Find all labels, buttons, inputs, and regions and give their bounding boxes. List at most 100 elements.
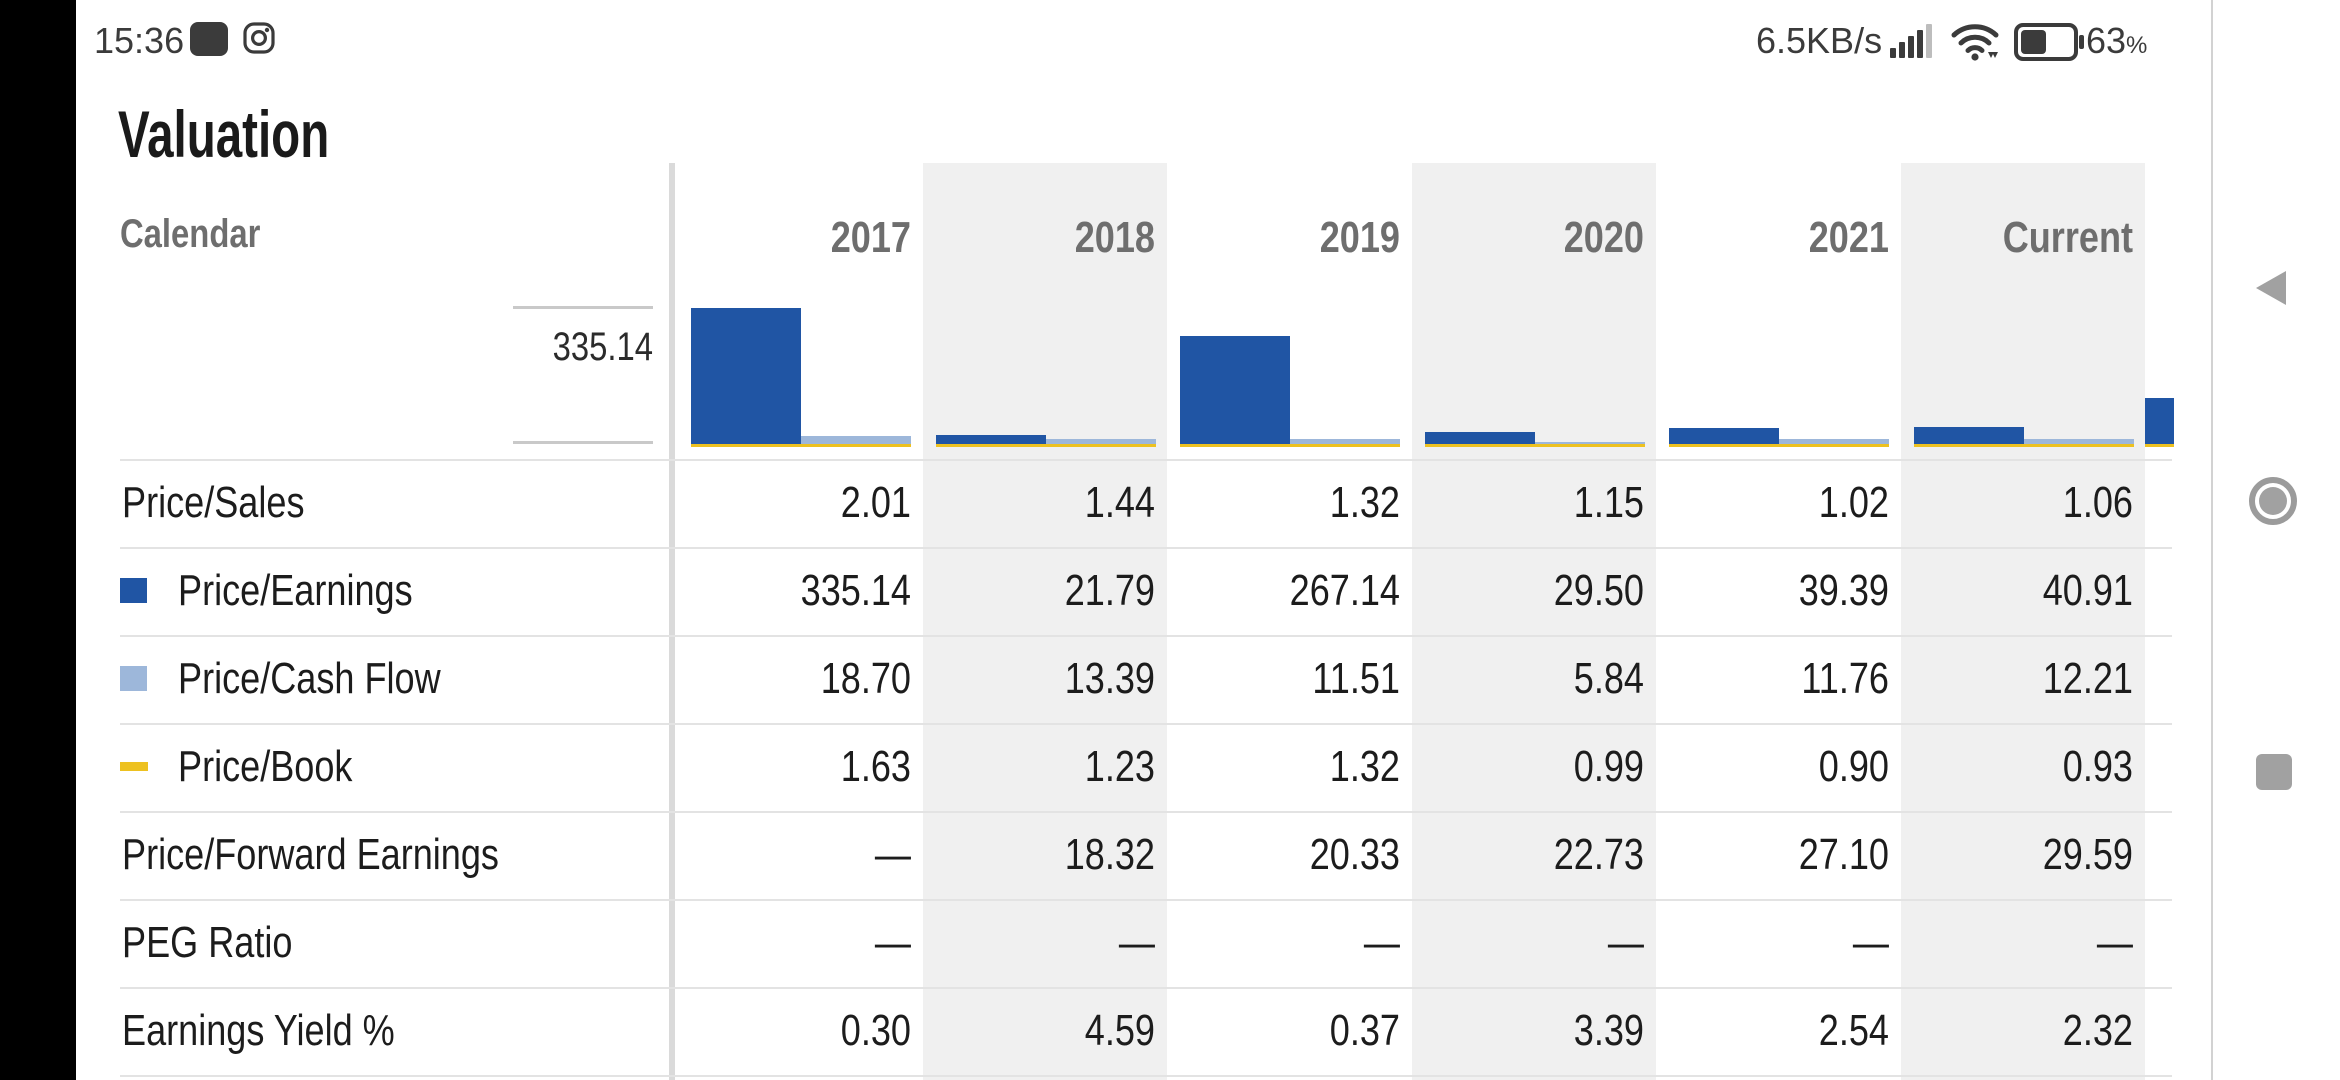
notification-app-icon bbox=[190, 22, 228, 56]
price-book-line-2020 bbox=[1424, 442, 1645, 447]
column-header-2018: 2018 bbox=[1074, 213, 1155, 262]
cell-peg-ratio-2017: — bbox=[874, 918, 911, 967]
column-header-2019: 2019 bbox=[1319, 213, 1400, 262]
cell-price-sales-2021: 1.02 bbox=[1818, 478, 1889, 527]
cell-price-earnings-2017: 335.14 bbox=[800, 566, 911, 615]
battery-icon bbox=[2014, 23, 2084, 61]
cell-price-book-current: 0.93 bbox=[2062, 742, 2133, 791]
cell-price-cash-flow-2019: 11.51 bbox=[1311, 654, 1400, 703]
price-cash-flow-bar-2021 bbox=[1779, 439, 1889, 444]
cell-price-cash-flow-current: 12.21 bbox=[2042, 654, 2133, 703]
cell-price-earnings-2020: 29.50 bbox=[1553, 566, 1644, 615]
column-header-2017: 2017 bbox=[830, 213, 911, 262]
row-label-price-sales: Price/Sales bbox=[122, 478, 305, 527]
price-earnings-bar-2017 bbox=[691, 308, 801, 444]
price-book-line-2021 bbox=[1669, 442, 1889, 447]
cell-price-book-2021: 0.90 bbox=[1818, 742, 1889, 791]
row-separator bbox=[120, 547, 2172, 549]
row-separator bbox=[120, 811, 2172, 813]
column-stripe-current bbox=[1900, 163, 2145, 1080]
price-earnings-bar-2019 bbox=[1180, 336, 1290, 444]
cell-peg-ratio-current: — bbox=[2096, 918, 2133, 967]
row-label-price-cash-flow: Price/Cash Flow bbox=[178, 654, 441, 703]
row-separator bbox=[120, 1075, 2172, 1077]
status-time: 15:36 bbox=[94, 20, 185, 61]
row-separator bbox=[120, 723, 2172, 725]
cell-price-sales-2019: 1.32 bbox=[1329, 478, 1400, 527]
cell-price-cash-flow-2020: 5.84 bbox=[1573, 654, 1644, 703]
chart-max-tick-line bbox=[513, 306, 653, 309]
cell-earnings-yield-2019: 0.37 bbox=[1329, 1006, 1400, 1055]
row-label-earnings-yield: Earnings Yield % bbox=[122, 1006, 395, 1055]
cell-price-sales-2017: 2.01 bbox=[840, 478, 911, 527]
cell-peg-ratio-2019: — bbox=[1363, 918, 1400, 967]
cell-earnings-yield-2018: 4.59 bbox=[1084, 1006, 1155, 1055]
page-title: Valuation bbox=[118, 97, 330, 171]
battery-percent: 63% bbox=[2086, 20, 2148, 61]
cell-price-forward-earnings-2020: 22.73 bbox=[1553, 830, 1644, 879]
column-stripe-2018 bbox=[922, 163, 1167, 1080]
home-button-dot bbox=[2259, 487, 2287, 515]
cell-earnings-yield-2020: 3.39 bbox=[1573, 1006, 1644, 1055]
cell-peg-ratio-2021: — bbox=[1852, 918, 1889, 967]
cell-price-forward-earnings-2018: 18.32 bbox=[1064, 830, 1155, 879]
cell-price-earnings-2021: 39.39 bbox=[1798, 566, 1889, 615]
row-separator bbox=[120, 987, 2172, 989]
network-speed-indicator: 6.5KB/s bbox=[1756, 20, 1883, 61]
home-button[interactable] bbox=[2249, 477, 2297, 525]
cell-price-cash-flow-2018: 13.39 bbox=[1064, 654, 1155, 703]
column-header-2021: 2021 bbox=[1808, 213, 1889, 262]
next-chart-partial-bar bbox=[2145, 398, 2174, 444]
chart-y-axis-max-label: 335.14 bbox=[552, 325, 653, 369]
cell-peg-ratio-2020: — bbox=[1607, 918, 1644, 967]
wifi-icon bbox=[1950, 20, 2002, 67]
cell-price-book-2017: 1.63 bbox=[840, 742, 911, 791]
row-separator bbox=[120, 899, 2172, 901]
recents-button[interactable] bbox=[2256, 754, 2292, 790]
price-earnings-bar-2018 bbox=[935, 435, 1046, 444]
price-book-line-2018 bbox=[935, 442, 1156, 447]
price-cash-flow-bar-2017 bbox=[801, 436, 911, 444]
cell-price-earnings-current: 40.91 bbox=[2042, 566, 2133, 615]
cell-price-cash-flow-2017: 18.70 bbox=[820, 654, 911, 703]
price-book-line-2019 bbox=[1180, 442, 1400, 447]
instagram-notification-icon bbox=[243, 22, 275, 59]
cell-price-forward-earnings-2017: — bbox=[874, 830, 911, 879]
price-book-line-current bbox=[1913, 442, 2134, 447]
price-cash-flow-bar-2019 bbox=[1290, 439, 1400, 444]
cell-price-forward-earnings-current: 29.59 bbox=[2042, 830, 2133, 879]
cell-price-sales-2018: 1.44 bbox=[1084, 478, 1155, 527]
row-label-price-earnings: Price/Earnings bbox=[178, 566, 413, 615]
legend-price-earnings-icon bbox=[120, 578, 147, 603]
row-label-price-forward-earnings: Price/Forward Earnings bbox=[122, 830, 499, 879]
cell-price-earnings-2019: 267.14 bbox=[1289, 566, 1400, 615]
chart-baseline-tick-line bbox=[513, 441, 653, 444]
table-corner-label: Calendar bbox=[120, 212, 261, 256]
row-separator bbox=[120, 459, 2172, 461]
back-button[interactable] bbox=[2256, 271, 2286, 305]
cell-price-forward-earnings-2019: 20.33 bbox=[1309, 830, 1400, 879]
cell-price-cash-flow-2021: 11.76 bbox=[1800, 654, 1889, 703]
price-cash-flow-bar-current bbox=[2023, 439, 2134, 444]
cell-price-sales-2020: 1.15 bbox=[1573, 478, 1644, 527]
row-label-peg-ratio: PEG Ratio bbox=[122, 918, 293, 967]
cell-price-book-2019: 1.32 bbox=[1329, 742, 1400, 791]
column-stripe-2020 bbox=[1411, 163, 1656, 1080]
price-earnings-bar-2021 bbox=[1669, 428, 1779, 444]
price-cash-flow-bar-2018 bbox=[1045, 439, 1156, 444]
battery-nub bbox=[2079, 35, 2084, 49]
next-chart-partial-price-book-line bbox=[2145, 442, 2174, 447]
cell-earnings-yield-2017: 0.30 bbox=[840, 1006, 911, 1055]
cell-peg-ratio-2018: — bbox=[1118, 918, 1155, 967]
row-label-price-book: Price/Book bbox=[178, 742, 353, 791]
battery-fill bbox=[2021, 30, 2046, 54]
cell-price-forward-earnings-2021: 27.10 bbox=[1798, 830, 1889, 879]
column-header-2020: 2020 bbox=[1563, 213, 1644, 262]
price-earnings-bar-current bbox=[1913, 427, 2024, 444]
row-separator bbox=[120, 635, 2172, 637]
chart-axis-divider bbox=[669, 163, 675, 1080]
nav-bar-edge-line bbox=[2211, 0, 2213, 1080]
price-cash-flow-bar-2020 bbox=[1534, 442, 1645, 444]
